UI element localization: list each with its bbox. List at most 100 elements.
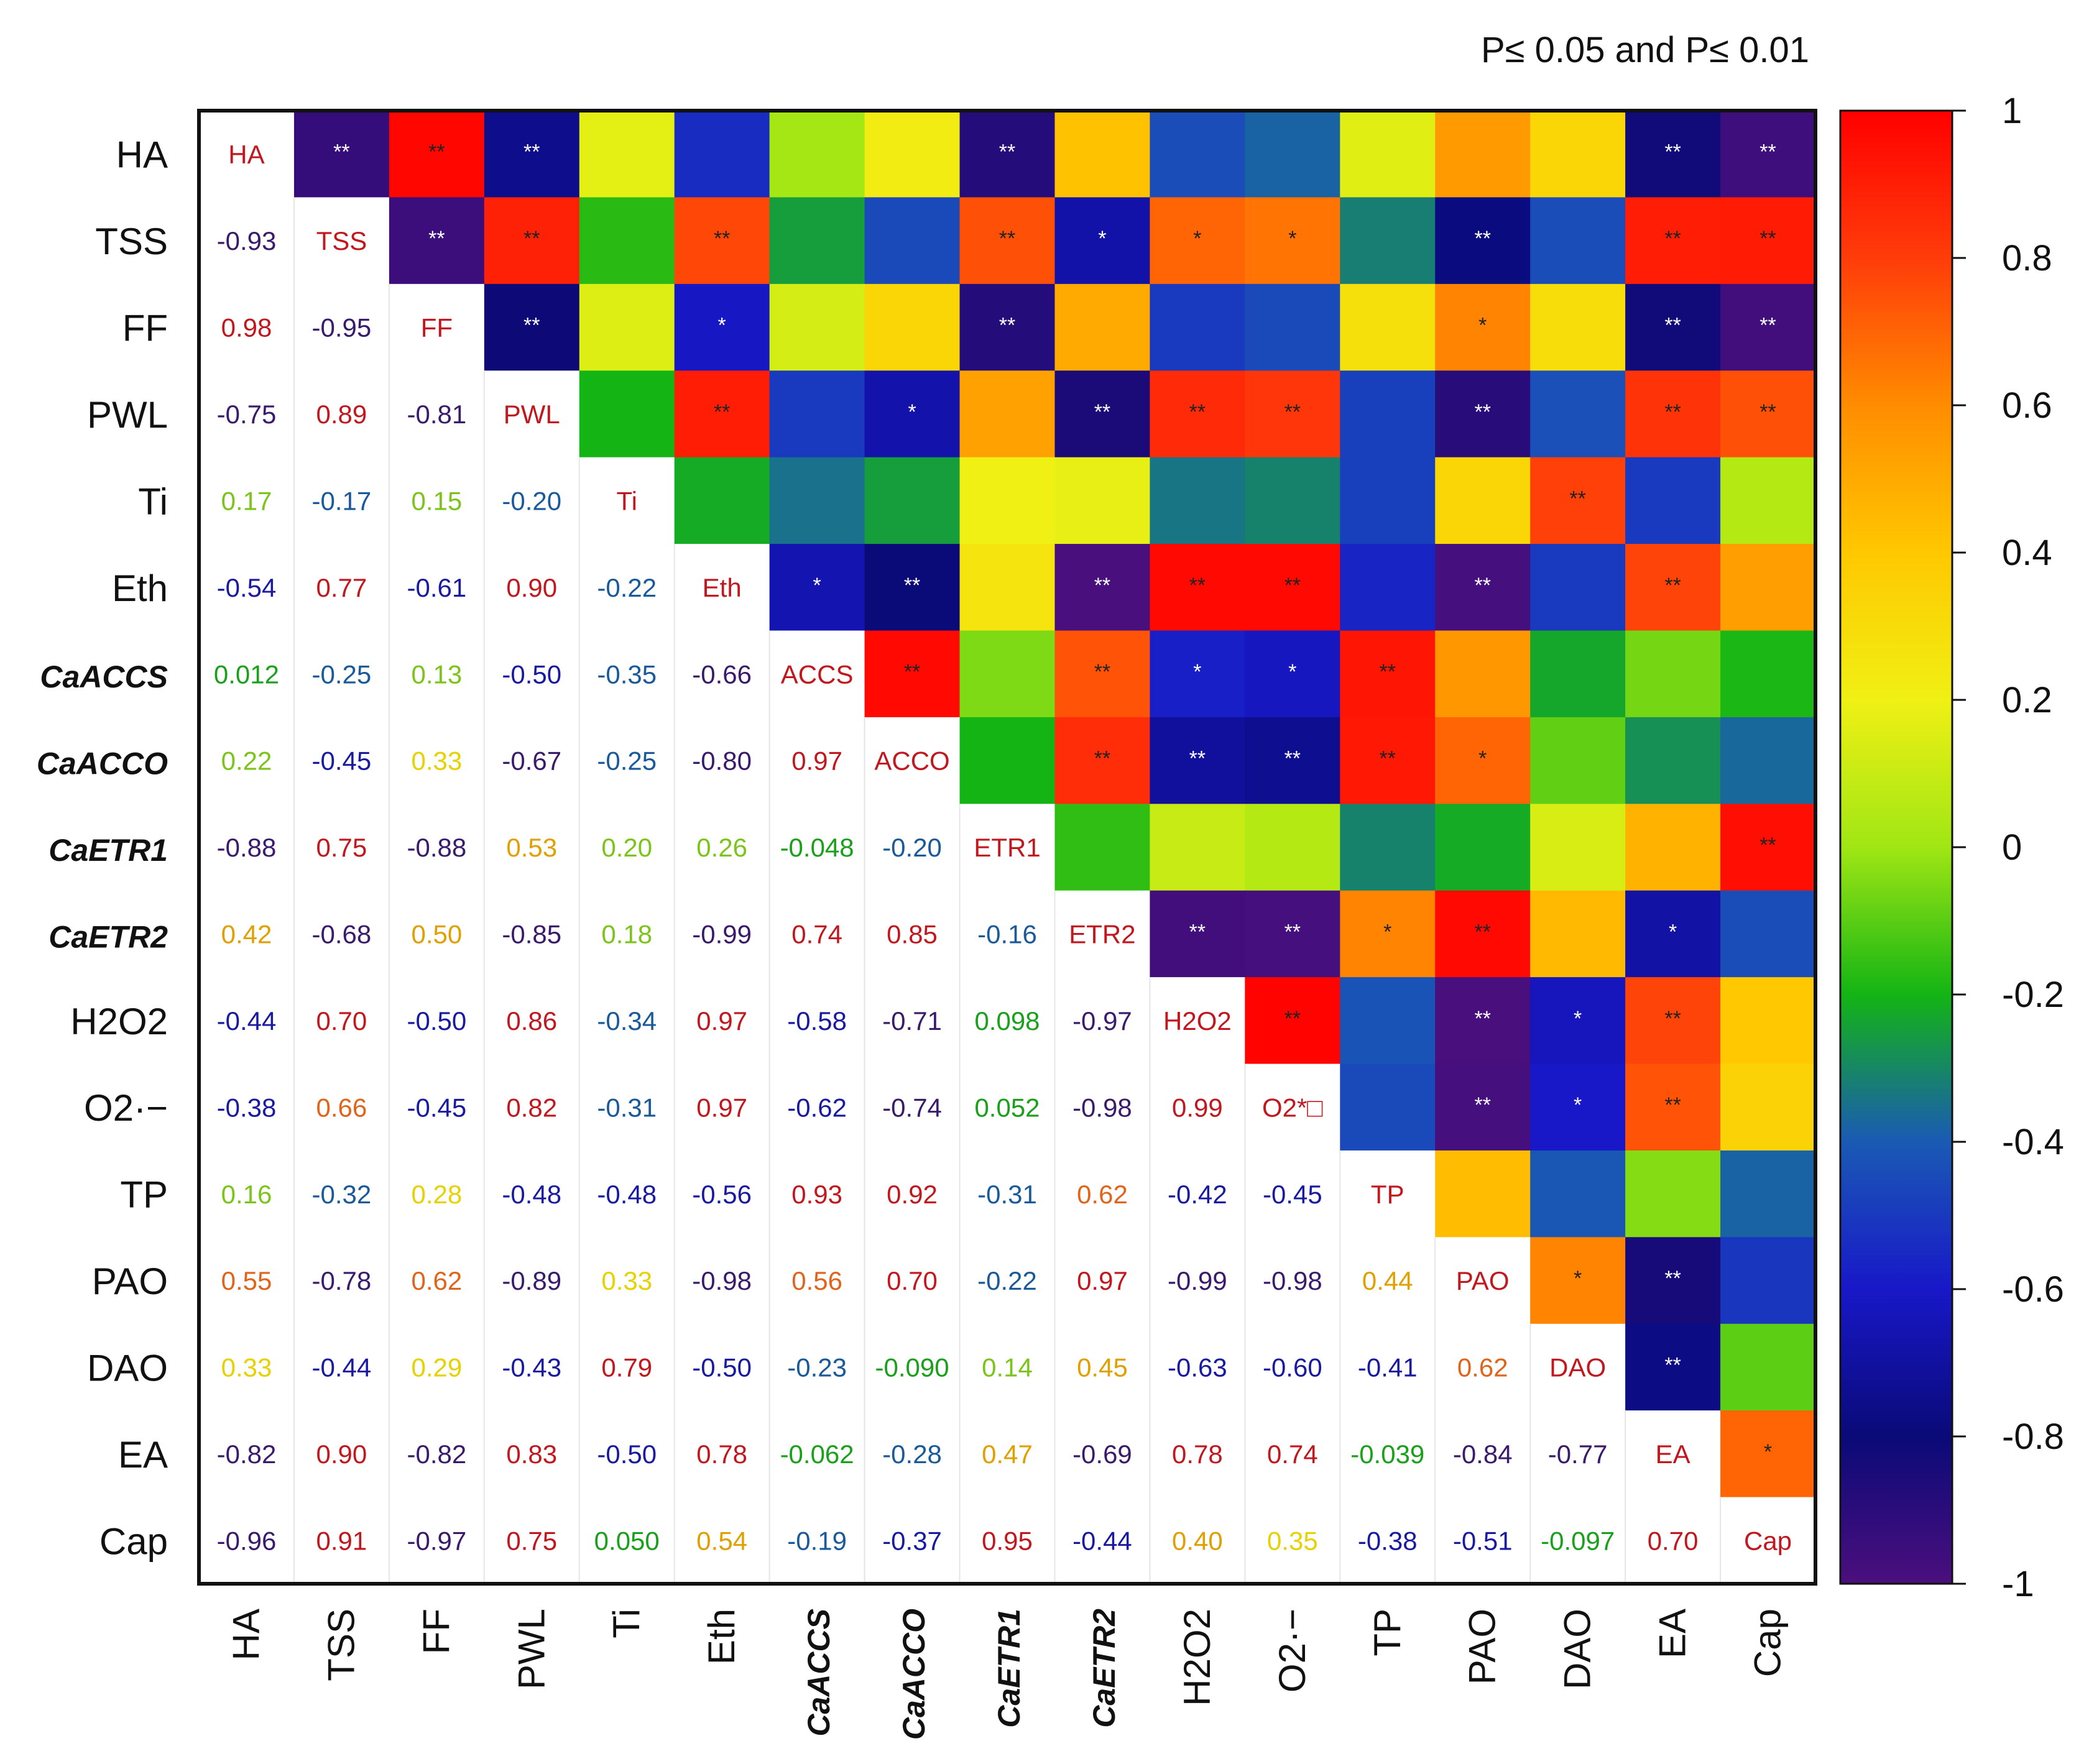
significance-marker: * xyxy=(1764,1440,1772,1464)
heatmap-cell-blank xyxy=(959,804,1055,891)
heatmap-cell-blank xyxy=(1340,1410,1436,1497)
correlation-value: 0.62 xyxy=(411,1266,462,1295)
heatmap-cell xyxy=(1245,890,1340,978)
heatmap-cell xyxy=(1625,111,1721,198)
colorbar-tick-label: -0.8 xyxy=(2002,1417,2064,1457)
heatmap-cell-blank xyxy=(199,1063,294,1151)
heatmap-cell-blank xyxy=(674,630,770,717)
heatmap-cell xyxy=(1530,544,1626,631)
heatmap-cell xyxy=(959,283,1055,371)
heatmap-cell-blank xyxy=(674,717,770,804)
correlation-value: -0.58 xyxy=(787,1006,847,1036)
diagonal-label: HA xyxy=(228,140,264,169)
heatmap-cell-blank xyxy=(674,977,770,1064)
diagonal-label: ETR2 xyxy=(1069,920,1135,949)
correlation-value: 0.89 xyxy=(316,400,367,429)
heatmap-cell xyxy=(1340,283,1436,371)
heatmap-cell-blank xyxy=(389,630,484,717)
heatmap-cell xyxy=(389,197,485,285)
heatmap-cell-blank xyxy=(293,1063,389,1151)
correlation-value: -0.88 xyxy=(217,833,277,862)
heatmap-cell xyxy=(1150,717,1245,804)
heatmap-cell xyxy=(1625,197,1721,285)
heatmap-cell-blank xyxy=(293,283,389,371)
diagonal-label: TSS xyxy=(316,226,367,255)
diagonal-label: ETR1 xyxy=(974,833,1040,862)
heatmap-cell-blank xyxy=(864,1237,960,1324)
heatmap-cell xyxy=(864,370,961,458)
diagonal-label: PWL xyxy=(504,400,560,429)
heatmap-cell-blank xyxy=(484,630,579,717)
heatmap-cell-blank xyxy=(1245,1150,1340,1238)
heatmap-cell xyxy=(1340,630,1436,718)
heatmap-cell-blank xyxy=(389,804,484,891)
heatmap-cell-blank xyxy=(484,1323,579,1411)
heatmap-cell-blank xyxy=(293,1237,389,1324)
colorbar-tick-label: 0.4 xyxy=(2002,533,2052,573)
heatmap-cell-blank xyxy=(1435,1323,1531,1411)
significance-marker: ** xyxy=(1380,660,1396,684)
heatmap-cell xyxy=(1530,283,1626,371)
heatmap-cell xyxy=(1054,544,1150,631)
heatmap-cell xyxy=(959,544,1055,631)
y-axis-label: CaACCS xyxy=(40,659,168,694)
significance-marker: * xyxy=(1574,1007,1582,1031)
heatmap-cell xyxy=(1435,890,1531,978)
y-axis-label: HA xyxy=(116,134,168,176)
correlation-value: -0.61 xyxy=(407,573,466,602)
correlation-value: -0.062 xyxy=(780,1440,854,1469)
correlation-value: -0.048 xyxy=(780,833,854,862)
heatmap-cell xyxy=(1340,197,1436,285)
heatmap-cell-blank xyxy=(1340,1150,1436,1238)
heatmap-cell-blank xyxy=(389,283,484,371)
correlation-value: 0.62 xyxy=(1077,1180,1128,1209)
correlation-value: -0.039 xyxy=(1350,1440,1424,1469)
correlation-value: -0.45 xyxy=(407,1093,466,1122)
heatmap-cell xyxy=(1150,457,1245,544)
significance-marker: * xyxy=(908,400,916,424)
heatmap-cell xyxy=(1720,804,1816,891)
heatmap-cell-blank xyxy=(674,804,770,891)
diagonal-label: Cap xyxy=(1744,1526,1792,1555)
correlation-value: 0.13 xyxy=(411,659,462,689)
significance-marker: * xyxy=(718,314,726,338)
correlation-value: -0.74 xyxy=(882,1093,942,1122)
heatmap-cells: HA ** ** ** ** ** **-0.93 TSS ** ** ** ** * * * ** ** **0… xyxy=(197,109,1817,1586)
correlation-value: 0.90 xyxy=(506,573,557,602)
heatmap-cell-blank xyxy=(199,977,294,1064)
heatmap-cell xyxy=(1625,890,1721,978)
heatmap-cell-blank xyxy=(199,1323,294,1411)
heatmap-cell xyxy=(769,283,865,371)
heatmap-cell-blank xyxy=(579,977,675,1064)
heatmap-cell xyxy=(1054,630,1150,718)
heatmap-cell-blank xyxy=(484,1063,579,1151)
heatmap-cell xyxy=(1245,717,1340,804)
heatmap-cell-blank xyxy=(864,1323,960,1411)
heatmap-cell-blank xyxy=(484,1150,579,1238)
correlation-value: 0.70 xyxy=(887,1266,938,1295)
correlation-value: 0.45 xyxy=(1077,1353,1128,1382)
heatmap-cell-blank xyxy=(1245,1323,1340,1411)
correlation-value: 0.97 xyxy=(696,1093,747,1122)
heatmap-cell xyxy=(1435,717,1531,804)
heatmap-cell xyxy=(1150,804,1245,891)
heatmap-cell xyxy=(1530,370,1626,458)
correlation-value: 0.85 xyxy=(887,920,938,949)
diagonal-label: ACCS xyxy=(781,659,854,689)
x-axis-label: DAO xyxy=(1557,1609,1598,1689)
correlation-value: 0.16 xyxy=(221,1180,272,1209)
correlation-value: -0.16 xyxy=(977,920,1037,949)
heatmap-cell-blank xyxy=(769,977,865,1064)
heatmap-cell-blank xyxy=(293,544,389,631)
heatmap-cell-blank xyxy=(389,890,484,978)
y-axis-label: CaETR1 xyxy=(48,833,168,868)
correlation-value: -0.48 xyxy=(502,1180,561,1209)
x-axis-label: PWL xyxy=(510,1609,552,1689)
correlation-value: 0.98 xyxy=(221,313,272,342)
correlation-value: -0.97 xyxy=(1072,1006,1132,1036)
heatmap-cell xyxy=(1720,544,1816,631)
heatmap-cell-blank xyxy=(199,283,294,371)
significance-marker: ** xyxy=(1094,660,1110,684)
correlation-value: 0.55 xyxy=(221,1266,272,1295)
correlation-value: -0.71 xyxy=(882,1006,942,1036)
